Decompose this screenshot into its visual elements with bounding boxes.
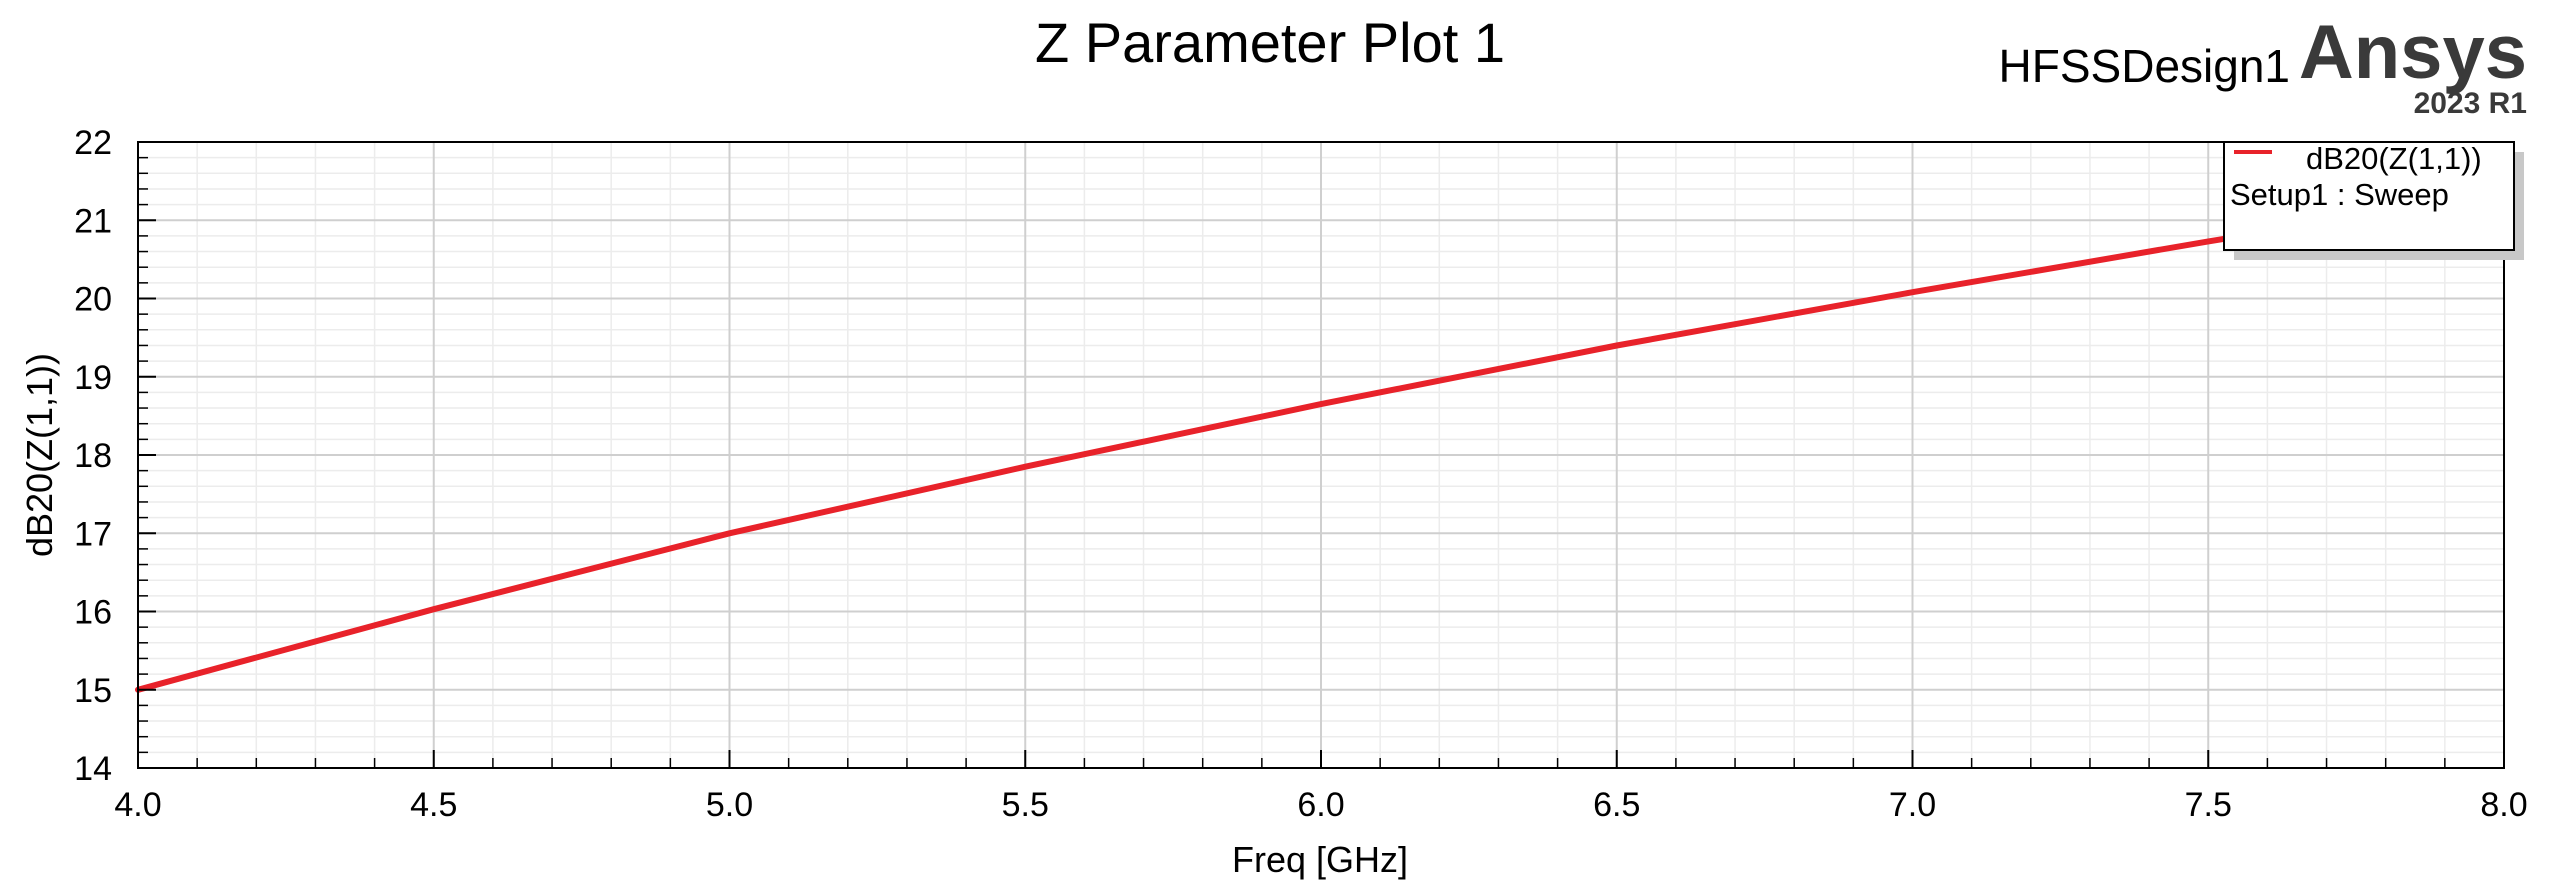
x-tick-label: 6.5 [1593, 786, 1640, 824]
legend-box [2223, 141, 2515, 251]
branding: HFSSDesign1 Ansys 2023 R1 [1999, 10, 2527, 120]
legend-series-setup: Setup1 : Sweep [2230, 177, 2449, 212]
chart-title: Z Parameter Plot 1 [1035, 11, 1505, 74]
x-tick-label: 8.0 [2480, 786, 2527, 824]
y-tick-label: 19 [74, 359, 112, 397]
y-tick-label: 21 [74, 202, 112, 240]
x-tick-label: 6.0 [1297, 786, 1344, 824]
y-tick-label: 15 [74, 672, 112, 710]
y-tick-label: 14 [74, 750, 112, 788]
x-tick-label: 7.5 [2185, 786, 2232, 824]
x-tick-label: 7.0 [1889, 786, 1936, 824]
y-tick-label: 17 [74, 515, 112, 553]
y-axis-label: dB20(Z(1,1)) [19, 353, 60, 557]
x-tick-label: 4.5 [410, 786, 457, 824]
x-tick-label: 5.5 [1002, 786, 1049, 824]
version-label: 2023 R1 [2414, 87, 2527, 120]
y-tick-label: 20 [74, 281, 112, 319]
legend-series-name: dB20(Z(1,1)) [2306, 141, 2482, 176]
ansys-logo-text: Ansys [2299, 10, 2527, 95]
axis-ticks [137, 141, 2505, 769]
y-tick-label: 16 [74, 594, 112, 632]
x-tick-label: 4.0 [114, 786, 161, 824]
design-name: HFSSDesign1 [1999, 40, 2290, 92]
x-tick-labels: 4.0 4.5 5.0 5.5 6.0 6.5 7.0 7.5 8.0 [114, 786, 2527, 824]
x-axis-label: Freq [GHz] [1232, 839, 1408, 880]
y-tick-label: 22 [74, 124, 112, 162]
legend: dB20(Z(1,1)) Setup1 : Sweep [2223, 141, 2524, 260]
x-tick-label: 5.0 [706, 786, 753, 824]
series-layer [135, 217, 2342, 693]
series-line [135, 217, 2342, 693]
y-tick-label: 18 [74, 437, 112, 475]
y-tick-labels: 14 15 16 17 18 19 20 21 22 [74, 124, 112, 788]
